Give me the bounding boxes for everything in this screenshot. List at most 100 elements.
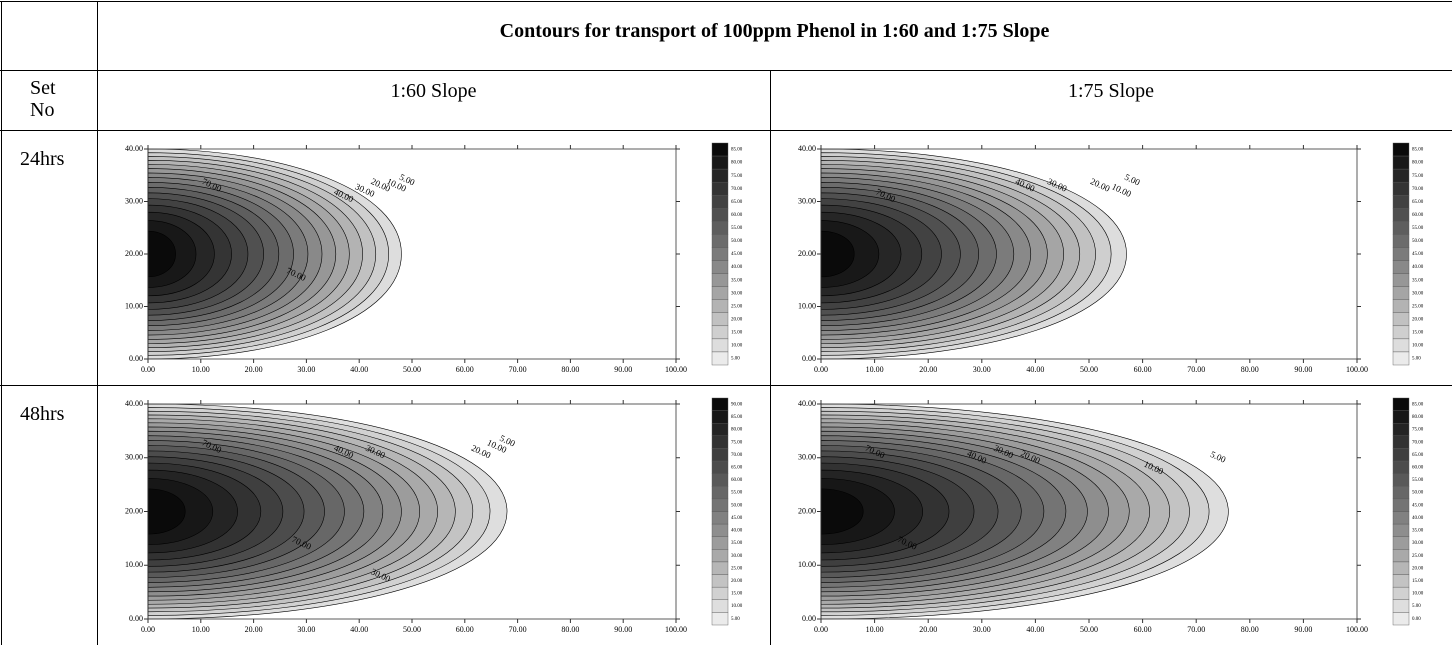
legend-swatch: [1393, 287, 1409, 300]
row-label: 24hrs: [20, 148, 64, 171]
legend-label: 40.00: [1412, 265, 1424, 270]
x-tick-label: 0.00: [814, 365, 828, 374]
legend-label: 25.00: [1412, 304, 1424, 309]
legend-label: 25.00: [731, 566, 743, 571]
x-tick-label: 100.00: [665, 365, 687, 374]
y-tick-label: 10.00: [798, 301, 816, 310]
legend-label: 20.00: [1412, 566, 1424, 571]
legend-label: 65.00: [731, 200, 743, 205]
y-tick-label: 20.00: [125, 249, 143, 258]
legend-label: 50.00: [731, 503, 743, 508]
legend-swatch: [1393, 461, 1409, 474]
x-tick-label: 50.00: [1080, 625, 1098, 634]
x-tick-label: 50.00: [403, 365, 421, 374]
legend-swatch: [1393, 549, 1409, 562]
legend-label: 30.00: [1412, 291, 1424, 296]
legend-swatch: [712, 195, 728, 208]
legend-label: 30.00: [1412, 541, 1424, 546]
legend-swatch: [1393, 352, 1409, 365]
legend-swatch: [712, 600, 728, 613]
x-tick-label: 50.00: [1080, 365, 1098, 374]
x-tick-label: 30.00: [973, 365, 991, 374]
x-tick-label: 80.00: [561, 365, 579, 374]
x-tick-label: 0.00: [141, 365, 155, 374]
legend-label: 70.00: [731, 187, 743, 192]
legend-swatch: [1393, 326, 1409, 339]
legend-swatch: [1393, 436, 1409, 449]
rule: [0, 130, 1452, 131]
x-tick-label: 60.00: [456, 365, 474, 374]
y-tick-label: 30.00: [125, 196, 143, 205]
legend-swatch: [712, 300, 728, 313]
legend-swatch: [712, 208, 728, 221]
legend-label: 45.00: [731, 252, 743, 257]
y-tick-label: 40.00: [125, 144, 143, 153]
legend-swatch: [712, 461, 728, 474]
legend-label: 75.00: [1412, 428, 1424, 433]
legend-swatch: [1393, 612, 1409, 625]
y-tick-label: 20.00: [798, 506, 816, 515]
legend-swatch: [712, 474, 728, 487]
legend-label: 45.00: [1412, 503, 1424, 508]
x-tick-label: 10.00: [192, 365, 210, 374]
legend-swatch: [1393, 339, 1409, 352]
y-tick-label: 0.00: [802, 614, 816, 623]
legend-label: 40.00: [1412, 516, 1424, 521]
legend-label: 5.00: [1412, 604, 1421, 609]
legend-swatch: [1393, 499, 1409, 512]
legend-swatch: [1393, 486, 1409, 499]
row-label: 48hrs: [20, 403, 64, 426]
legend-label: 75.00: [1412, 174, 1424, 179]
x-tick-label: 40.00: [1026, 625, 1044, 634]
legend-label: 80.00: [731, 428, 743, 433]
legend-label: 15.00: [1412, 579, 1424, 584]
legend-label: 5.00: [731, 617, 740, 622]
legend-label: 70.00: [731, 453, 743, 458]
legend-swatch: [1393, 156, 1409, 169]
legend-swatch: [712, 182, 728, 195]
legend-swatch: [712, 612, 728, 625]
legend-label: 85.00: [731, 415, 743, 420]
legend-swatch: [712, 436, 728, 449]
y-tick-label: 30.00: [798, 196, 816, 205]
legend-swatch: [712, 524, 728, 537]
legend-label: 45.00: [731, 516, 743, 521]
legend-swatch: [1393, 195, 1409, 208]
legend-swatch: [712, 549, 728, 562]
legend-label: 15.00: [731, 330, 743, 335]
x-tick-label: 100.00: [665, 625, 687, 634]
legend-swatch: [712, 411, 728, 424]
legend-swatch: [1393, 423, 1409, 436]
legend-label: 35.00: [731, 541, 743, 546]
legend-swatch: [712, 537, 728, 550]
legend-swatch: [712, 156, 728, 169]
legend-swatch: [1393, 313, 1409, 326]
y-tick-label: 0.00: [129, 354, 143, 363]
legend-label: 50.00: [731, 239, 743, 244]
x-tick-label: 20.00: [245, 365, 263, 374]
legend-swatch: [712, 423, 728, 436]
legend-label: 20.00: [731, 579, 743, 584]
y-tick-label: 40.00: [798, 399, 816, 408]
legend-swatch: [712, 313, 728, 326]
legend-swatch: [712, 326, 728, 339]
x-tick-label: 70.00: [1187, 625, 1205, 634]
legend-label: 5.00: [731, 357, 740, 362]
legend-swatch: [1393, 300, 1409, 313]
legend-swatch: [1393, 182, 1409, 195]
legend-label: 55.00: [1412, 226, 1424, 231]
legend-swatch: [1393, 234, 1409, 247]
contour-label: 20.00: [1089, 176, 1112, 194]
legend-label: 20.00: [1412, 317, 1424, 322]
legend-swatch: [1393, 261, 1409, 274]
legend-swatch: [712, 221, 728, 234]
legend-label: 35.00: [731, 278, 743, 283]
legend-swatch: [1393, 587, 1409, 600]
legend-label: 65.00: [1412, 200, 1424, 205]
legend-swatch: [712, 562, 728, 575]
legend-swatch: [1393, 221, 1409, 234]
page: Contours for transport of 100ppm Phenol …: [0, 0, 1452, 645]
legend-swatch: [712, 512, 728, 525]
legend-swatch: [1393, 398, 1409, 411]
legend-swatch: [712, 261, 728, 274]
